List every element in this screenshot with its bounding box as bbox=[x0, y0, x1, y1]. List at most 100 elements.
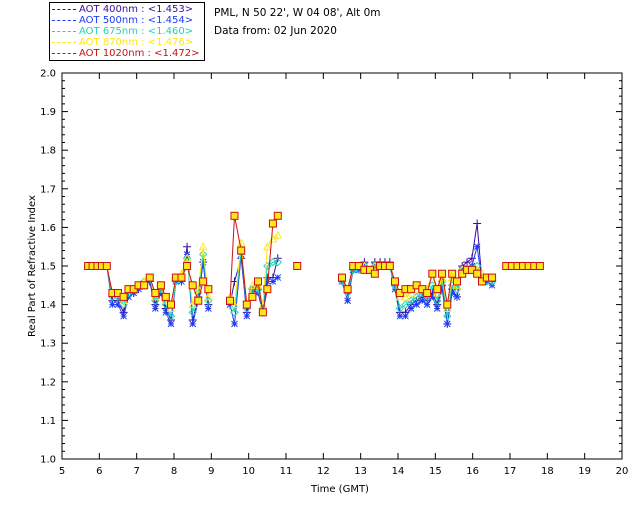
data-point bbox=[140, 281, 149, 290]
data-point bbox=[453, 293, 461, 301]
data-point bbox=[156, 281, 165, 290]
y-tick-label: 1.3 bbox=[40, 339, 56, 350]
legend-swatch-400nm bbox=[52, 8, 76, 10]
legend: AOT 400nm : <1.453> AOT 500nm : <1.454> … bbox=[49, 2, 205, 61]
data-point bbox=[396, 312, 404, 320]
data-point bbox=[226, 296, 234, 305]
y-tick-label: 1.4 bbox=[40, 300, 56, 311]
legend-label-675nm: AOT 675nm : <1.460> bbox=[79, 26, 194, 37]
legend-label-870nm: AOT 870nm : <1.476> bbox=[79, 37, 194, 48]
data-point bbox=[230, 211, 239, 220]
data-point bbox=[167, 320, 175, 328]
data-point bbox=[452, 277, 461, 286]
legend-label-500nm: AOT 500nm : <1.454> bbox=[79, 15, 194, 26]
x-tick-label: 7 bbox=[133, 466, 139, 477]
data-point bbox=[407, 305, 415, 312]
data-point bbox=[463, 258, 472, 267]
data-point bbox=[189, 320, 197, 328]
series-4 bbox=[84, 211, 544, 317]
legend-label-1020nm: AOT 1020nm : <1.472> bbox=[79, 48, 200, 59]
data-point bbox=[177, 273, 186, 282]
x-tick-label: 15 bbox=[429, 466, 442, 477]
data-point bbox=[402, 312, 409, 320]
data-point bbox=[473, 269, 482, 278]
data-point bbox=[443, 300, 452, 309]
y-tick-label: 2.0 bbox=[40, 69, 56, 80]
data-point bbox=[423, 289, 432, 298]
legend-swatch-1020nm bbox=[52, 52, 76, 54]
x-tick-label: 16 bbox=[466, 466, 479, 477]
data-point bbox=[198, 242, 208, 251]
data-point bbox=[114, 301, 122, 308]
data-point bbox=[237, 246, 246, 255]
data-point bbox=[198, 250, 208, 259]
x-tick-label: 8 bbox=[171, 466, 177, 477]
data-point bbox=[182, 253, 192, 262]
data-point bbox=[428, 293, 436, 301]
y-tick-label: 1.5 bbox=[40, 262, 56, 273]
data-point bbox=[413, 301, 421, 308]
y-tick-label: 1.7 bbox=[40, 184, 56, 195]
plot-area bbox=[83, 211, 545, 328]
data-point bbox=[401, 300, 410, 309]
data-point bbox=[242, 300, 251, 309]
legend-item-400nm: AOT 400nm : <1.453> bbox=[52, 4, 193, 15]
x-tick-label: 20 bbox=[616, 466, 629, 477]
data-point bbox=[120, 312, 127, 320]
data-point bbox=[194, 296, 203, 305]
x-axis-ticks: 5 6 7 8 9 10 11 12 13 14 15 16 17 18 19 20 bbox=[59, 73, 629, 477]
data-point bbox=[231, 320, 238, 328]
data-point bbox=[293, 262, 302, 270]
data-point bbox=[395, 304, 405, 313]
data-point bbox=[183, 242, 192, 251]
data-point bbox=[199, 258, 207, 266]
data-point bbox=[433, 305, 441, 312]
data-point bbox=[151, 305, 159, 312]
data-point bbox=[204, 292, 213, 301]
date-text: Data from: 02 Jun 2020 bbox=[214, 25, 337, 37]
data-point bbox=[273, 230, 283, 239]
data-point bbox=[254, 277, 262, 286]
data-point bbox=[263, 278, 271, 285]
legend-item-1020nm: AOT 1020nm : <1.472> bbox=[52, 48, 199, 59]
data-point bbox=[145, 273, 154, 282]
data-point bbox=[467, 254, 476, 263]
data-point bbox=[385, 262, 394, 270]
data-point bbox=[443, 311, 452, 321]
data-point bbox=[428, 269, 437, 278]
data-point bbox=[183, 262, 192, 270]
data-point bbox=[263, 285, 272, 294]
data-point bbox=[262, 242, 272, 251]
data-point bbox=[473, 243, 481, 251]
x-axis-label: Time (GMT) bbox=[310, 484, 369, 495]
data-point bbox=[151, 289, 160, 298]
series-1 bbox=[84, 243, 544, 328]
x-tick-label: 12 bbox=[317, 466, 330, 477]
data-point bbox=[433, 285, 442, 294]
x-tick-label: 5 bbox=[59, 466, 65, 477]
data-point bbox=[248, 292, 257, 301]
legend-item-500nm: AOT 500nm : <1.454> bbox=[52, 15, 193, 26]
data-point bbox=[370, 269, 379, 278]
x-tick-label: 18 bbox=[541, 466, 554, 477]
data-point bbox=[119, 292, 128, 301]
data-point bbox=[161, 292, 170, 301]
data-point bbox=[199, 277, 208, 286]
data-point bbox=[230, 308, 239, 317]
data-point bbox=[343, 285, 352, 294]
data-point bbox=[438, 285, 446, 293]
data-point bbox=[438, 269, 447, 278]
x-tick-label: 14 bbox=[392, 466, 405, 477]
series-line bbox=[229, 215, 279, 313]
data-point bbox=[268, 219, 277, 228]
data-point bbox=[432, 296, 442, 305]
data-point bbox=[274, 274, 282, 281]
data-point bbox=[204, 305, 212, 312]
x-tick-label: 10 bbox=[242, 466, 255, 477]
data-point bbox=[448, 269, 457, 278]
data-point bbox=[443, 320, 451, 328]
data-point bbox=[167, 300, 176, 309]
y-tick-label: 1.8 bbox=[40, 146, 56, 157]
data-point bbox=[448, 289, 456, 297]
